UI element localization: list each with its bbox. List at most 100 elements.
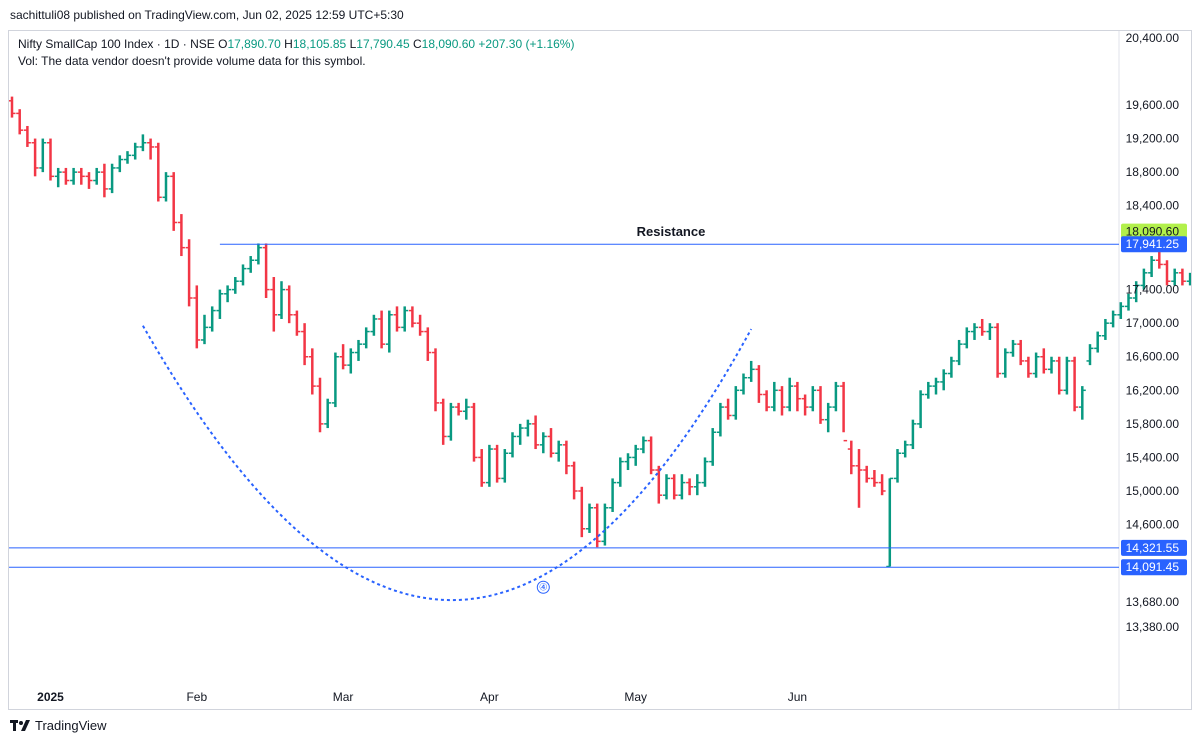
ohlc-bar bbox=[1132, 281, 1140, 303]
event-marker[interactable]: ④ bbox=[536, 580, 550, 594]
ohlc-bar bbox=[478, 449, 486, 487]
ohlc-bar bbox=[1001, 348, 1009, 378]
x-tick-label: May bbox=[624, 690, 647, 704]
ohlc-bar bbox=[1048, 356, 1055, 374]
ohlc-bar bbox=[1178, 268, 1186, 286]
ohlc-bar bbox=[355, 339, 362, 361]
y-tick-label: 13,680.00 bbox=[1126, 595, 1180, 609]
y-tick-label: 17,400.00 bbox=[1126, 283, 1180, 297]
y-tick-label: 14,600.00 bbox=[1126, 518, 1180, 532]
ohlc-bar bbox=[870, 470, 878, 487]
ohlc-bar bbox=[978, 318, 986, 336]
price-axis[interactable]: 20,400.00 19,600.00 19,200.00 18,800.00 18,4… bbox=[1126, 31, 1180, 634]
ohlc-bar bbox=[863, 465, 871, 483]
ohlc-bar bbox=[1140, 268, 1148, 290]
ohlc-bar bbox=[632, 444, 640, 466]
ohlc-bar bbox=[847, 440, 855, 475]
ohlc-bar bbox=[362, 327, 370, 349]
ohlc-bar bbox=[817, 386, 824, 424]
y-tick-label: 13,380.00 bbox=[1126, 620, 1180, 634]
x-tick-label: Apr bbox=[480, 690, 499, 704]
change-value: +207.30 (+1.16%) bbox=[478, 37, 575, 51]
x-tick-label: Mar bbox=[333, 690, 354, 704]
footer-brand[interactable]: TradingView bbox=[10, 718, 107, 733]
ohlc-bar bbox=[1148, 256, 1156, 278]
ohlc-bar bbox=[732, 386, 740, 420]
ohlc-bar bbox=[1017, 339, 1025, 366]
open-label: O bbox=[218, 37, 228, 51]
ohlc-bar bbox=[147, 138, 155, 160]
ohlc-bar bbox=[747, 360, 755, 382]
ohlc-bar bbox=[570, 461, 578, 500]
high-value: 18,105.85 bbox=[292, 37, 347, 51]
close-value: 18,090.60 bbox=[421, 37, 476, 51]
price-tag: 17,941.25 bbox=[1121, 236, 1187, 253]
chart-frame: Resistance ④ 20,400.00 19,600.00 19,200.00… bbox=[8, 30, 1192, 710]
ohlc-bar bbox=[616, 457, 624, 487]
x-tick-label: 2025 bbox=[37, 690, 64, 704]
ohlc-bar bbox=[116, 155, 124, 173]
ohlc-bar bbox=[663, 474, 670, 500]
y-tick-label: 18,800.00 bbox=[1126, 165, 1180, 179]
ohlc-bar bbox=[655, 465, 663, 504]
ohlc-bar bbox=[1055, 356, 1063, 395]
tradingview-logo-icon bbox=[10, 719, 30, 731]
ohlc-bar bbox=[593, 503, 601, 548]
resistance-annotation: Resistance bbox=[637, 224, 706, 239]
price-tag-bg bbox=[1121, 223, 1187, 240]
publisher-credit: sachittuli08 published on TradingView.co… bbox=[10, 8, 404, 22]
y-tick-label: 16,200.00 bbox=[1126, 383, 1180, 397]
ohlc-bar bbox=[254, 243, 262, 265]
ohlc-bar bbox=[809, 386, 817, 412]
high-label: H bbox=[284, 37, 293, 51]
ohlc-bar bbox=[278, 281, 285, 319]
ohlc-row: Nifty SmallCap 100 Index · 1D · NSE O17,… bbox=[18, 36, 574, 53]
ohlc-bar bbox=[909, 419, 917, 450]
ohlc-bar bbox=[901, 440, 909, 458]
ohlc-bar bbox=[624, 453, 632, 471]
ohlc-bar bbox=[447, 402, 455, 441]
ohlc-bar bbox=[924, 381, 932, 399]
y-tick-label: 16,600.00 bbox=[1126, 350, 1180, 364]
ohlc-bar bbox=[170, 172, 178, 231]
ohlc-bar bbox=[162, 172, 170, 202]
ohlc-bar bbox=[963, 327, 971, 349]
ohlc-bar bbox=[324, 398, 332, 429]
price-tag-label: 18,090.60 bbox=[1126, 225, 1180, 239]
price-bars bbox=[9, 96, 1191, 568]
ohlc-bar bbox=[1094, 331, 1102, 353]
ohlc-bar bbox=[185, 239, 193, 307]
ohlc-bar bbox=[716, 402, 724, 437]
ohlc-bar bbox=[1024, 356, 1032, 378]
ohlc-bar bbox=[54, 167, 62, 188]
symbol-legend: Nifty SmallCap 100 Index · 1D · NSE O17,… bbox=[18, 36, 574, 70]
ohlc-bar bbox=[177, 214, 185, 257]
price-tag-bg bbox=[1121, 236, 1187, 253]
ohlc-bar bbox=[832, 381, 840, 412]
open-value: 17,890.70 bbox=[227, 37, 281, 51]
low-value: 17,790.45 bbox=[356, 37, 410, 51]
ohlc-bar bbox=[301, 323, 309, 366]
ohlc-bar bbox=[1109, 310, 1117, 328]
symbol-name[interactable]: Nifty SmallCap 100 Index · 1D · NSE bbox=[18, 37, 215, 51]
y-tick-label: 20,400.00 bbox=[1126, 31, 1180, 45]
y-tick-label: 15,800.00 bbox=[1126, 417, 1180, 431]
ohlc-bar bbox=[239, 264, 247, 286]
ohlc-bar bbox=[1063, 356, 1071, 395]
ohlc-bar bbox=[824, 402, 832, 433]
ohlc-bar bbox=[1009, 339, 1017, 357]
ohlc-bar bbox=[501, 449, 509, 483]
time-axis[interactable]: 2025 Feb Mar Apr May Jun bbox=[37, 690, 807, 704]
ohlc-bar bbox=[31, 138, 39, 177]
ohlc-bar bbox=[1155, 251, 1163, 269]
ohlc-bar bbox=[493, 444, 501, 483]
ohlc-bar bbox=[485, 444, 493, 487]
ohlc-bar bbox=[793, 381, 801, 412]
y-tick-label: 15,400.00 bbox=[1126, 450, 1180, 464]
price-tag-bg bbox=[1121, 539, 1187, 556]
ohlc-bar bbox=[347, 348, 355, 374]
ohlc-bar bbox=[47, 138, 54, 181]
price-chart[interactable]: Resistance ④ 20,400.00 19,600.00 19,200.00… bbox=[9, 31, 1191, 709]
ohlc-bar bbox=[670, 474, 678, 500]
ohlc-bar bbox=[424, 327, 432, 361]
